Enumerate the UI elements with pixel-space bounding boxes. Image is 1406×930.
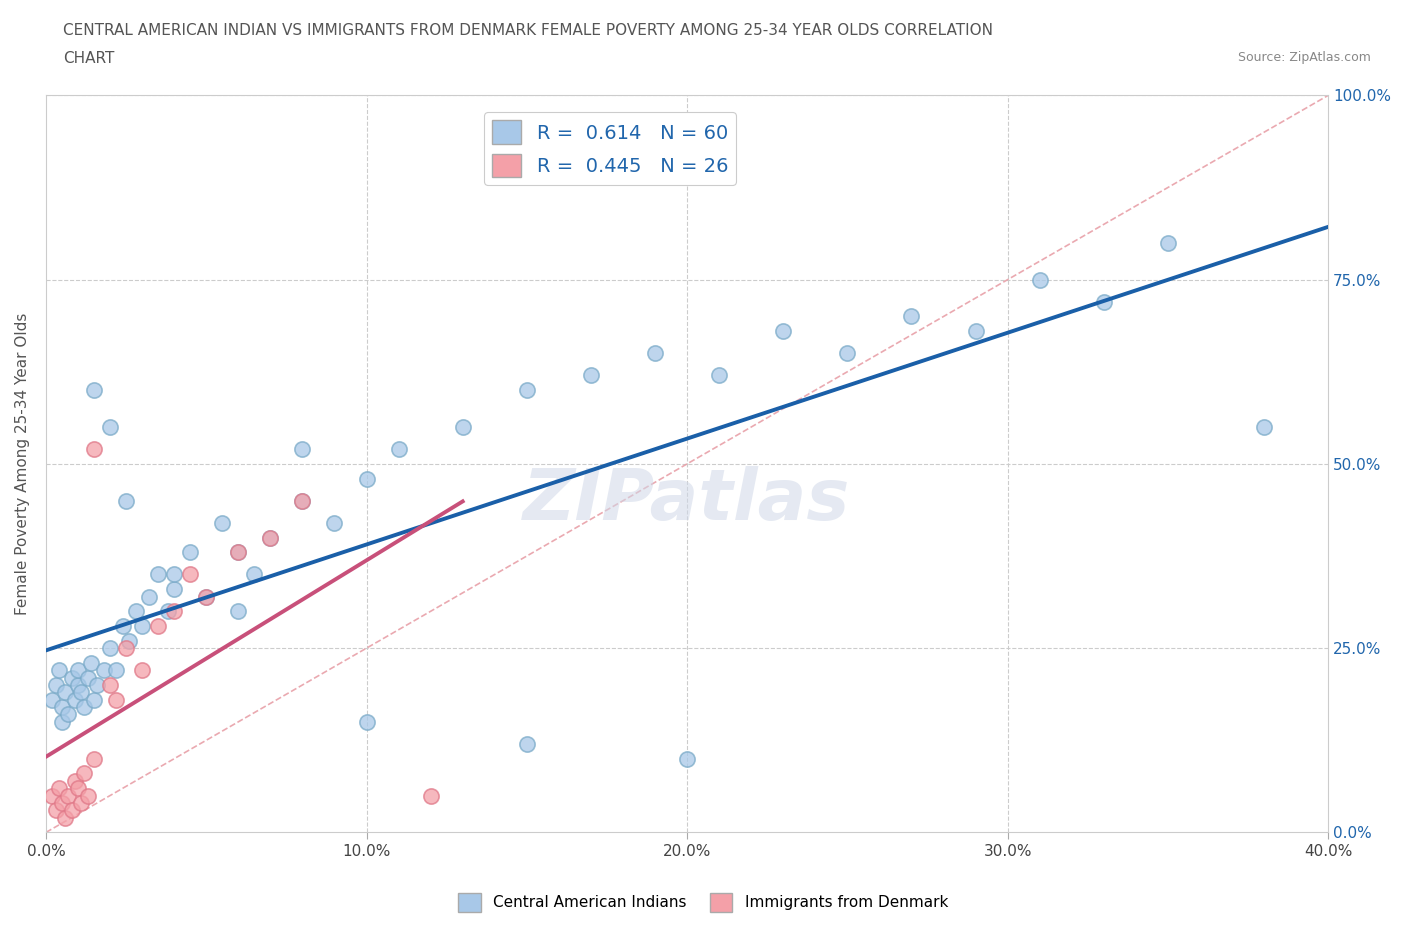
Point bbox=[63, 692, 86, 707]
Point bbox=[70, 684, 93, 699]
Point bbox=[579, 368, 602, 383]
Point bbox=[1028, 272, 1050, 287]
Point bbox=[63, 774, 86, 789]
Point bbox=[98, 678, 121, 693]
Point bbox=[226, 604, 249, 618]
Point bbox=[115, 493, 138, 508]
Point bbox=[146, 618, 169, 633]
Point bbox=[259, 530, 281, 545]
Point bbox=[70, 795, 93, 810]
Legend: Central American Indians, Immigrants from Denmark: Central American Indians, Immigrants fro… bbox=[451, 887, 955, 918]
Point bbox=[226, 545, 249, 560]
Point bbox=[965, 324, 987, 339]
Point bbox=[131, 618, 153, 633]
Point bbox=[1157, 235, 1180, 250]
Point bbox=[66, 678, 89, 693]
Point bbox=[83, 751, 105, 766]
Point bbox=[837, 346, 859, 361]
Point bbox=[83, 442, 105, 457]
Point bbox=[86, 678, 108, 693]
Legend: R =  0.614   N = 60, R =  0.445   N = 26: R = 0.614 N = 60, R = 0.445 N = 26 bbox=[484, 113, 735, 185]
Point bbox=[83, 383, 105, 398]
Point bbox=[45, 678, 67, 693]
Point bbox=[211, 515, 233, 530]
Point bbox=[707, 368, 730, 383]
Point bbox=[451, 419, 474, 434]
Point bbox=[98, 641, 121, 656]
Point bbox=[516, 737, 538, 751]
Point bbox=[80, 656, 103, 671]
Point bbox=[243, 567, 266, 582]
Text: CHART: CHART bbox=[63, 51, 115, 66]
Point bbox=[163, 604, 186, 618]
Point bbox=[356, 714, 378, 729]
Point bbox=[179, 567, 201, 582]
Point bbox=[76, 788, 98, 803]
Point bbox=[66, 663, 89, 678]
Point bbox=[163, 567, 186, 582]
Point bbox=[195, 589, 218, 604]
Point bbox=[676, 751, 699, 766]
Point bbox=[291, 493, 314, 508]
Point bbox=[226, 545, 249, 560]
Point bbox=[48, 780, 70, 795]
Point bbox=[146, 567, 169, 582]
Point bbox=[156, 604, 179, 618]
Point bbox=[76, 671, 98, 685]
Point bbox=[138, 589, 160, 604]
Point bbox=[1253, 419, 1275, 434]
Point bbox=[259, 530, 281, 545]
Point bbox=[291, 442, 314, 457]
Point bbox=[53, 810, 76, 825]
Point bbox=[195, 589, 218, 604]
Point bbox=[60, 803, 83, 817]
Point bbox=[387, 442, 409, 457]
Point bbox=[291, 493, 314, 508]
Point bbox=[41, 692, 63, 707]
Point bbox=[48, 663, 70, 678]
Point bbox=[111, 618, 134, 633]
Point bbox=[58, 707, 80, 722]
Point bbox=[98, 419, 121, 434]
Point bbox=[131, 663, 153, 678]
Text: Source: ZipAtlas.com: Source: ZipAtlas.com bbox=[1237, 51, 1371, 64]
Point bbox=[323, 515, 346, 530]
Point bbox=[45, 803, 67, 817]
Point bbox=[51, 714, 73, 729]
Y-axis label: Female Poverty Among 25-34 Year Olds: Female Poverty Among 25-34 Year Olds bbox=[15, 312, 30, 615]
Point bbox=[73, 766, 96, 781]
Point bbox=[163, 582, 186, 597]
Point bbox=[115, 641, 138, 656]
Point bbox=[73, 699, 96, 714]
Point bbox=[125, 604, 148, 618]
Text: ZIPatlas: ZIPatlas bbox=[523, 466, 851, 536]
Point bbox=[179, 545, 201, 560]
Point bbox=[41, 788, 63, 803]
Point bbox=[53, 684, 76, 699]
Point bbox=[1092, 294, 1115, 309]
Point bbox=[51, 699, 73, 714]
Point bbox=[105, 663, 128, 678]
Point bbox=[51, 795, 73, 810]
Point bbox=[644, 346, 666, 361]
Point bbox=[105, 692, 128, 707]
Point bbox=[900, 309, 922, 324]
Point bbox=[516, 383, 538, 398]
Point bbox=[66, 780, 89, 795]
Point bbox=[118, 633, 141, 648]
Text: CENTRAL AMERICAN INDIAN VS IMMIGRANTS FROM DENMARK FEMALE POVERTY AMONG 25-34 YE: CENTRAL AMERICAN INDIAN VS IMMIGRANTS FR… bbox=[63, 23, 993, 38]
Point bbox=[83, 692, 105, 707]
Point bbox=[419, 788, 441, 803]
Point bbox=[356, 472, 378, 486]
Point bbox=[93, 663, 115, 678]
Point bbox=[60, 671, 83, 685]
Point bbox=[58, 788, 80, 803]
Point bbox=[772, 324, 794, 339]
